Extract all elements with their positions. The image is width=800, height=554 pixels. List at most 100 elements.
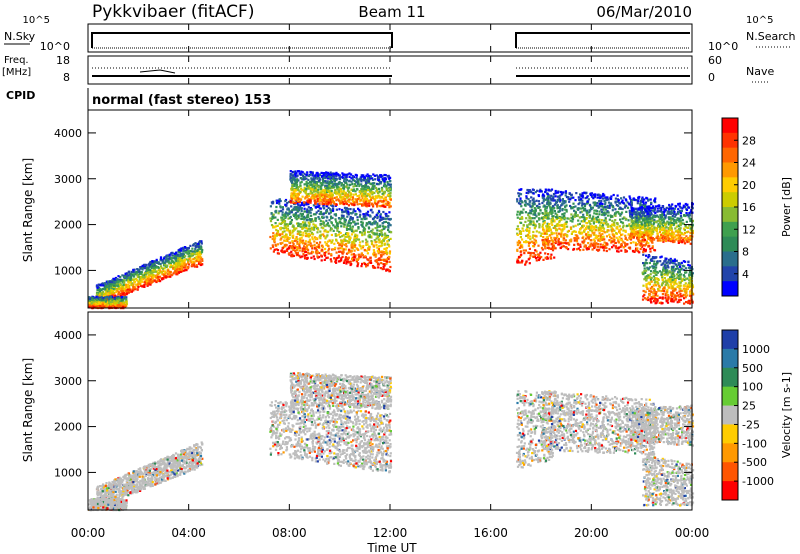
range-cell	[380, 218, 383, 221]
range-cell	[541, 239, 544, 242]
range-cell	[200, 256, 203, 259]
range-cell	[342, 210, 345, 213]
range-cell	[192, 263, 195, 266]
range-cell	[137, 273, 140, 276]
range-cell	[286, 228, 289, 231]
range-cell	[291, 188, 294, 191]
range-cell	[363, 231, 366, 234]
range-cell	[516, 225, 519, 228]
range-cell	[376, 223, 379, 227]
range-cell	[167, 259, 170, 262]
range-cell	[177, 271, 180, 274]
range-cell	[336, 188, 339, 191]
range-cell	[152, 269, 155, 272]
range-cell	[384, 196, 387, 199]
range-cell	[318, 199, 321, 202]
range-cell	[303, 256, 307, 259]
range-cell	[99, 284, 102, 287]
range-cell	[337, 260, 341, 263]
range-cell	[347, 251, 350, 254]
range-cell	[371, 193, 374, 196]
range-cell	[116, 282, 119, 285]
range-cell	[279, 238, 282, 241]
range-cell	[389, 205, 392, 208]
range-cell	[275, 205, 278, 209]
range-cell	[341, 247, 344, 250]
range-cell	[358, 183, 361, 186]
range-cell	[337, 174, 340, 177]
range-cell	[358, 253, 361, 256]
range-cell	[297, 208, 300, 211]
range-cell	[288, 216, 292, 220]
range-cell	[355, 184, 358, 187]
range-cell	[288, 244, 291, 248]
range-cell	[341, 235, 344, 238]
range-cell	[532, 199, 535, 202]
range-cell	[558, 197, 561, 200]
range-cell	[104, 296, 107, 299]
range-cell	[328, 212, 331, 215]
range-cell	[384, 202, 388, 205]
range-cell	[344, 181, 347, 184]
range-cell	[271, 217, 274, 220]
range-cell	[369, 259, 372, 262]
range-cell	[149, 280, 152, 283]
range-cell	[522, 249, 525, 252]
range-cell	[297, 189, 300, 192]
range-cell	[325, 198, 328, 201]
range-cell	[311, 194, 314, 198]
range-cell	[101, 302, 104, 305]
range-cell	[385, 249, 388, 252]
range-cell	[388, 260, 391, 263]
range-cell	[124, 306, 127, 309]
range-cell	[318, 204, 321, 207]
range-cell	[387, 215, 390, 218]
range-cell	[311, 186, 314, 189]
range-cell	[295, 227, 298, 230]
range-cell	[114, 287, 117, 290]
range-cell	[386, 203, 389, 206]
range-cell	[325, 192, 328, 195]
range-cell	[608, 218, 611, 221]
range-cell	[289, 221, 292, 224]
range-cell	[340, 198, 343, 201]
range-cell	[161, 261, 164, 264]
range-cell	[122, 305, 125, 308]
range-cell	[140, 271, 143, 274]
range-cell	[592, 222, 595, 225]
range-cell	[615, 232, 618, 235]
range-cell	[308, 238, 311, 241]
range-cell	[380, 244, 383, 247]
range-cell	[150, 281, 153, 284]
range-cell	[330, 233, 333, 237]
range-cell	[299, 241, 302, 244]
range-cell	[382, 194, 385, 197]
range-cell	[341, 192, 344, 195]
range-cell	[376, 190, 379, 193]
range-cell	[107, 303, 110, 306]
range-cell	[150, 276, 153, 279]
range-cell	[604, 217, 607, 220]
range-cell	[369, 175, 372, 178]
range-cell	[559, 199, 562, 202]
range-cell	[181, 262, 184, 265]
range-cell	[300, 239, 303, 242]
range-cell	[323, 247, 327, 251]
range-cell	[354, 244, 357, 247]
range-cell	[321, 215, 324, 219]
range-cell	[335, 261, 338, 264]
range-cell	[542, 258, 545, 261]
range-cell	[527, 219, 530, 222]
range-cell	[367, 226, 370, 229]
range-cell	[326, 222, 330, 225]
range-cell	[298, 206, 302, 209]
range-cell	[324, 241, 327, 244]
range-cell	[389, 237, 392, 240]
range-cell	[378, 233, 381, 236]
range-cell	[197, 262, 201, 265]
range-cell	[317, 246, 320, 249]
range-cell	[321, 203, 324, 206]
range-cell	[522, 223, 525, 227]
range-cell	[100, 295, 103, 298]
range-cell	[344, 206, 347, 210]
